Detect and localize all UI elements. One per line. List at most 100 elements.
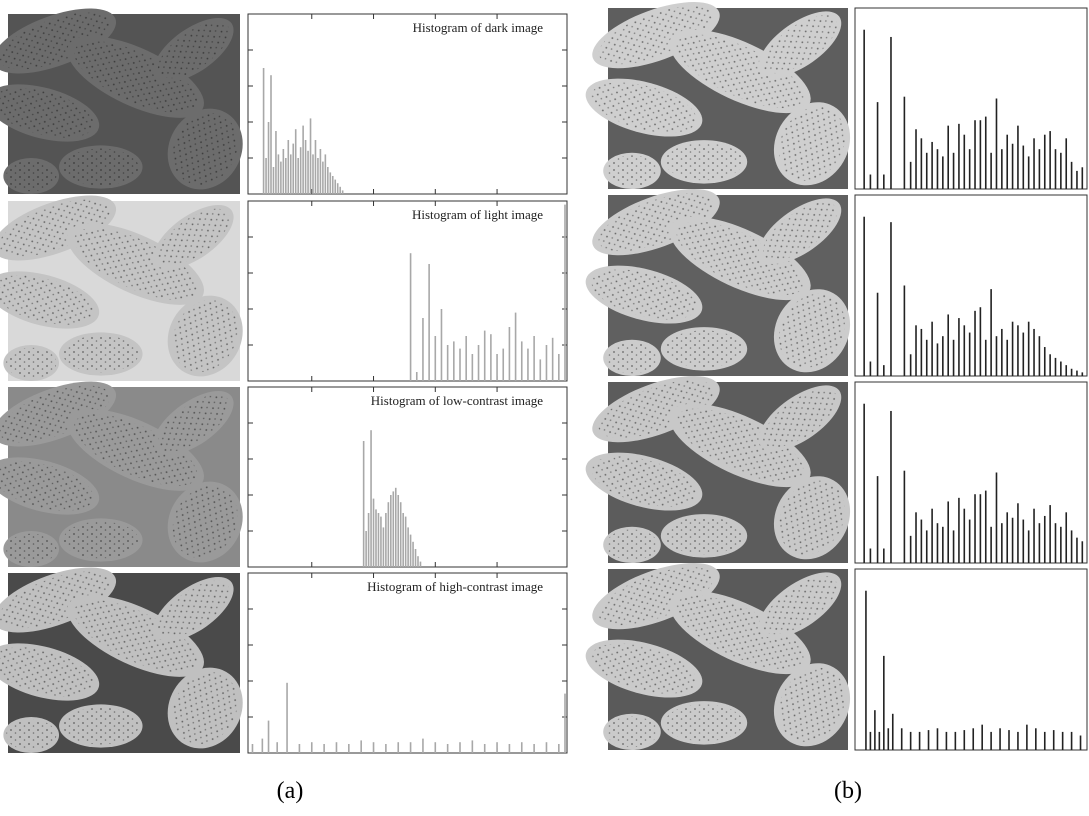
leaf-texture (598, 567, 714, 626)
histogram-bar (1011, 321, 1014, 376)
leaf-texture (6, 160, 57, 192)
histogram-bar (990, 152, 992, 189)
histogram-bar (261, 738, 264, 753)
histogram-bar (385, 513, 387, 567)
histogram-bar (1001, 328, 1003, 376)
histogram-bar (558, 744, 560, 753)
histogram-bar (317, 158, 319, 194)
histogram-bar (915, 512, 917, 563)
leaf-texture (665, 517, 743, 555)
histogram-bar (974, 310, 976, 376)
histogram-bar (370, 430, 372, 567)
histogram-bar (348, 744, 350, 753)
histogram-bar (1001, 523, 1003, 563)
histogram-bar (372, 742, 375, 753)
histogram-bar (545, 742, 548, 753)
histogram-bar (1043, 515, 1046, 563)
leaf-texture (157, 21, 230, 79)
histogram-bar (1070, 731, 1073, 750)
histogram-bar (925, 530, 928, 563)
histogram-bar (936, 728, 939, 750)
histogram-bar (942, 156, 944, 189)
histogram-title: Histogram of high-contrast image (367, 579, 543, 594)
histogram-bar (514, 312, 517, 381)
histogram-bar (1065, 138, 1068, 189)
histogram-bar (434, 336, 437, 381)
histogram-bar (334, 179, 337, 194)
histogram-bar (329, 172, 332, 194)
histogram-bar (477, 345, 480, 381)
histogram-bar (947, 501, 949, 563)
histogram-bar (409, 253, 412, 381)
photo (585, 563, 851, 751)
histogram-frame (247, 200, 568, 382)
histogram-bar (483, 744, 486, 753)
histogram-frame (854, 194, 1088, 377)
histogram-bar (323, 744, 325, 753)
histogram-bar (1027, 321, 1030, 376)
histogram-bar (995, 98, 998, 189)
histogram-bar (251, 744, 254, 753)
histogram-bar (483, 330, 486, 381)
histogram-bar (1033, 138, 1035, 189)
histogram-bar (1060, 361, 1062, 376)
leaf-texture (606, 529, 658, 561)
histogram-bar (446, 345, 449, 381)
histogram-bar (878, 731, 881, 750)
histogram-bar (417, 556, 419, 567)
histogram-bar (282, 149, 285, 194)
histogram-title: Histogram of dark image (413, 20, 544, 35)
histogram-bar (876, 102, 879, 189)
leaf-texture (763, 202, 837, 261)
histogram-frame (854, 381, 1088, 564)
histogram-bar (336, 183, 339, 194)
histogram-bar (1017, 731, 1019, 750)
leaf-texture (0, 571, 110, 629)
leaf-texture (157, 208, 230, 266)
histogram-bar (947, 125, 949, 189)
histogram-bar (1017, 503, 1019, 563)
histogram-bar (502, 348, 505, 381)
histogram-bar (1070, 161, 1073, 189)
histogram-bar (1033, 328, 1035, 376)
leaf-texture (779, 293, 845, 368)
leaf-texture (0, 275, 94, 325)
histogram-bar (945, 731, 948, 750)
histogram-bar (972, 728, 975, 750)
leaf-texture (779, 667, 845, 742)
histogram-bar (891, 713, 894, 750)
histogram-bar (520, 742, 523, 753)
histogram-bar (277, 154, 280, 194)
histogram-bar (287, 140, 290, 194)
histogram-bar (1038, 336, 1041, 376)
histogram-bar (299, 147, 302, 194)
histogram-bar (915, 129, 917, 189)
histogram-bar (931, 141, 933, 189)
histogram-bar (360, 740, 362, 753)
histogram-bar (920, 328, 923, 376)
histogram-bar (990, 526, 992, 563)
histogram-bar (883, 655, 885, 750)
histogram-bar (267, 720, 270, 753)
histogram-bar (508, 327, 511, 381)
leaf-texture (676, 221, 804, 296)
histogram-bar (1008, 730, 1010, 750)
leaf-texture (0, 12, 110, 70)
histogram-bar (963, 508, 966, 563)
histogram-bar (995, 472, 998, 563)
histogram-title: Histogram of light image (412, 207, 543, 222)
histogram-bar (471, 740, 474, 753)
histogram-bar (496, 354, 498, 381)
histogram-bar (1060, 526, 1062, 563)
histogram-bar (399, 502, 402, 567)
histogram-bar (419, 561, 422, 567)
histogram-bar (1011, 517, 1014, 563)
histogram-bar (963, 730, 966, 750)
histogram-bar (890, 36, 892, 190)
histogram-bar (564, 204, 566, 381)
leaf-texture (0, 385, 110, 443)
histogram-bar (925, 152, 928, 189)
histogram-bar (297, 158, 299, 194)
histogram-bar (453, 341, 455, 381)
histogram-bar (465, 336, 467, 381)
